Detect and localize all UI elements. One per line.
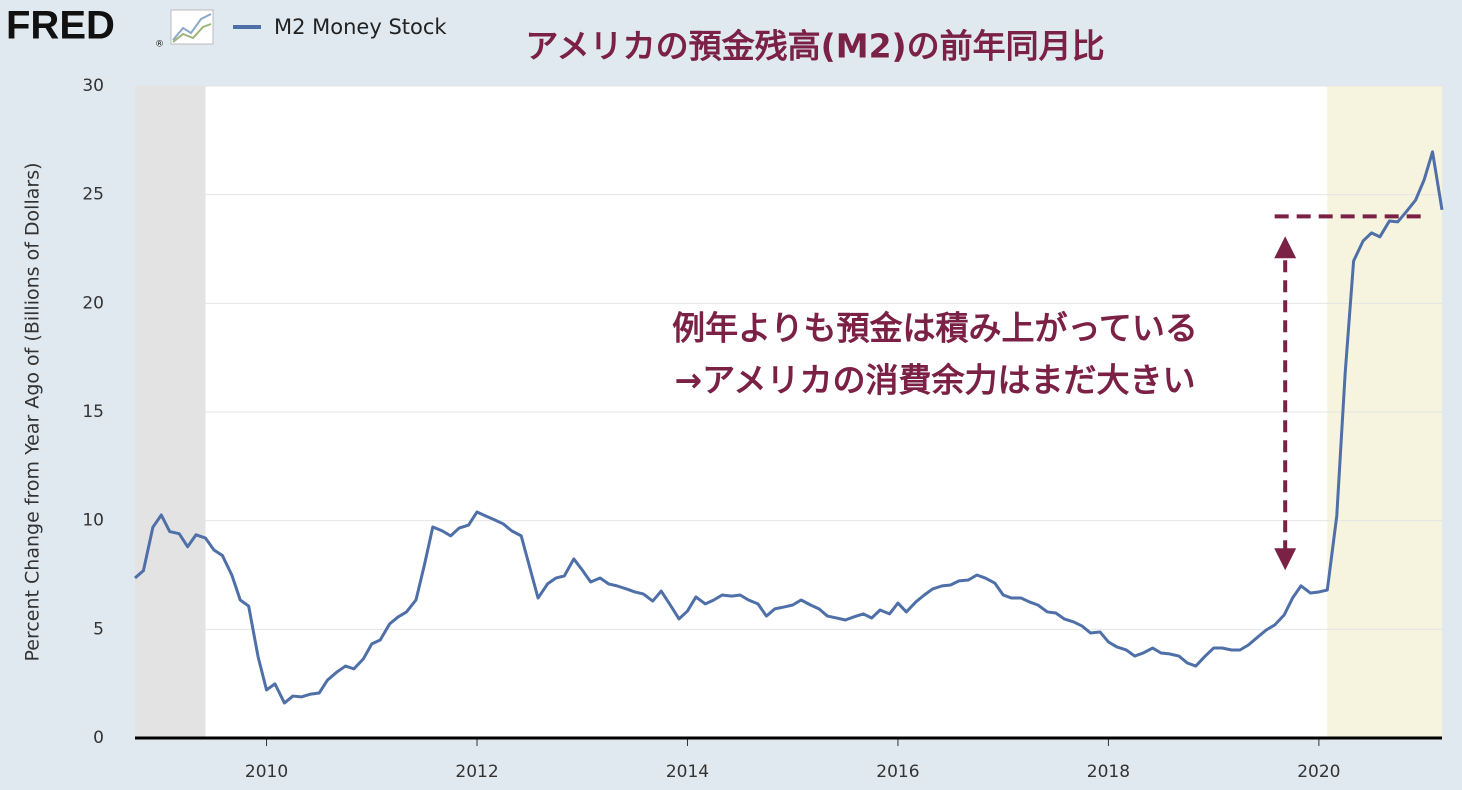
annotation-text: →アメリカの消費余力はまだ大きい <box>674 361 1195 400</box>
y-tick-label: 0 <box>93 728 104 748</box>
arrow-head <box>1274 548 1297 571</box>
annotation-text: 例年よりも預金は積み上がっている <box>672 309 1198 348</box>
plot <box>134 85 1444 739</box>
chart-title: アメリカの預金残高(M2)の前年同月比 <box>525 27 1104 66</box>
logo: FRED <box>6 4 115 48</box>
y-axis-label: Percent Change from Year Ago of (Billion… <box>22 162 44 661</box>
y-tick-label: 25 <box>82 185 104 205</box>
x-tick-label: 2020 <box>1297 762 1340 782</box>
x-tick-label: 2014 <box>666 762 709 782</box>
y-tick-label: 5 <box>93 619 104 639</box>
y-tick-label: 15 <box>82 402 104 422</box>
y-tick-label: 10 <box>82 511 104 531</box>
x-tick-label: 2010 <box>245 762 288 782</box>
logo-mark: ® <box>155 40 164 50</box>
logo-icon <box>170 9 214 45</box>
y-tick-label: 30 <box>82 76 104 96</box>
y-tick-label: 20 <box>82 293 104 313</box>
data-line <box>134 150 1444 705</box>
arrow-head <box>1274 236 1297 259</box>
x-tick-label: 2012 <box>455 762 498 782</box>
x-tick-label: 2018 <box>1087 762 1130 782</box>
legend: M2 Money Stock <box>233 15 447 39</box>
legend-label: M2 Money Stock <box>274 15 447 39</box>
x-tick-label: 2016 <box>876 762 919 782</box>
